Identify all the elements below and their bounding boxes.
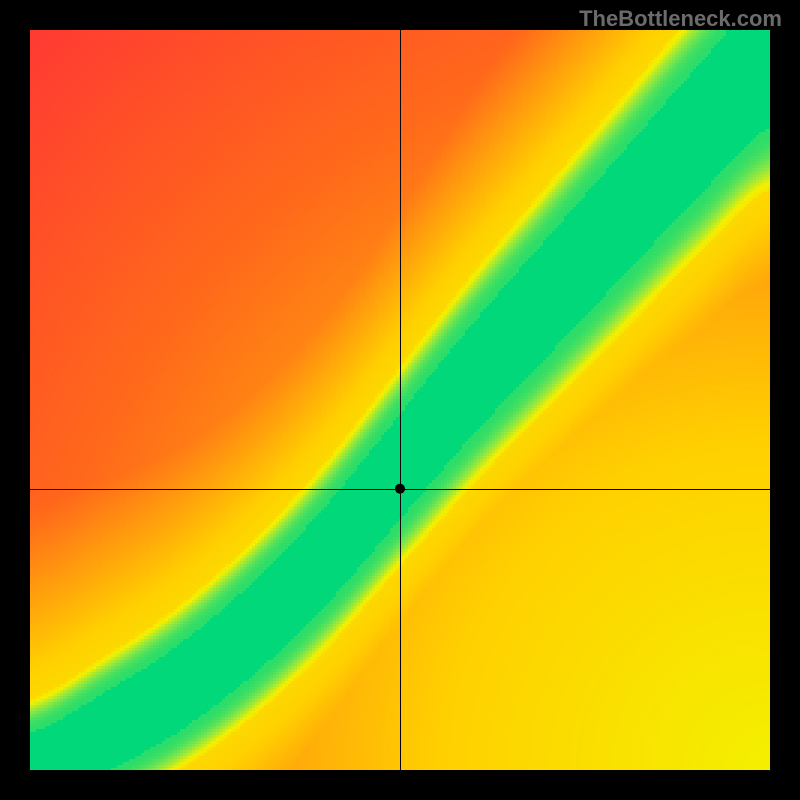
watermark: TheBottleneck.com	[579, 6, 782, 32]
heatmap-canvas	[0, 0, 800, 800]
chart-container: TheBottleneck.com	[0, 0, 800, 800]
